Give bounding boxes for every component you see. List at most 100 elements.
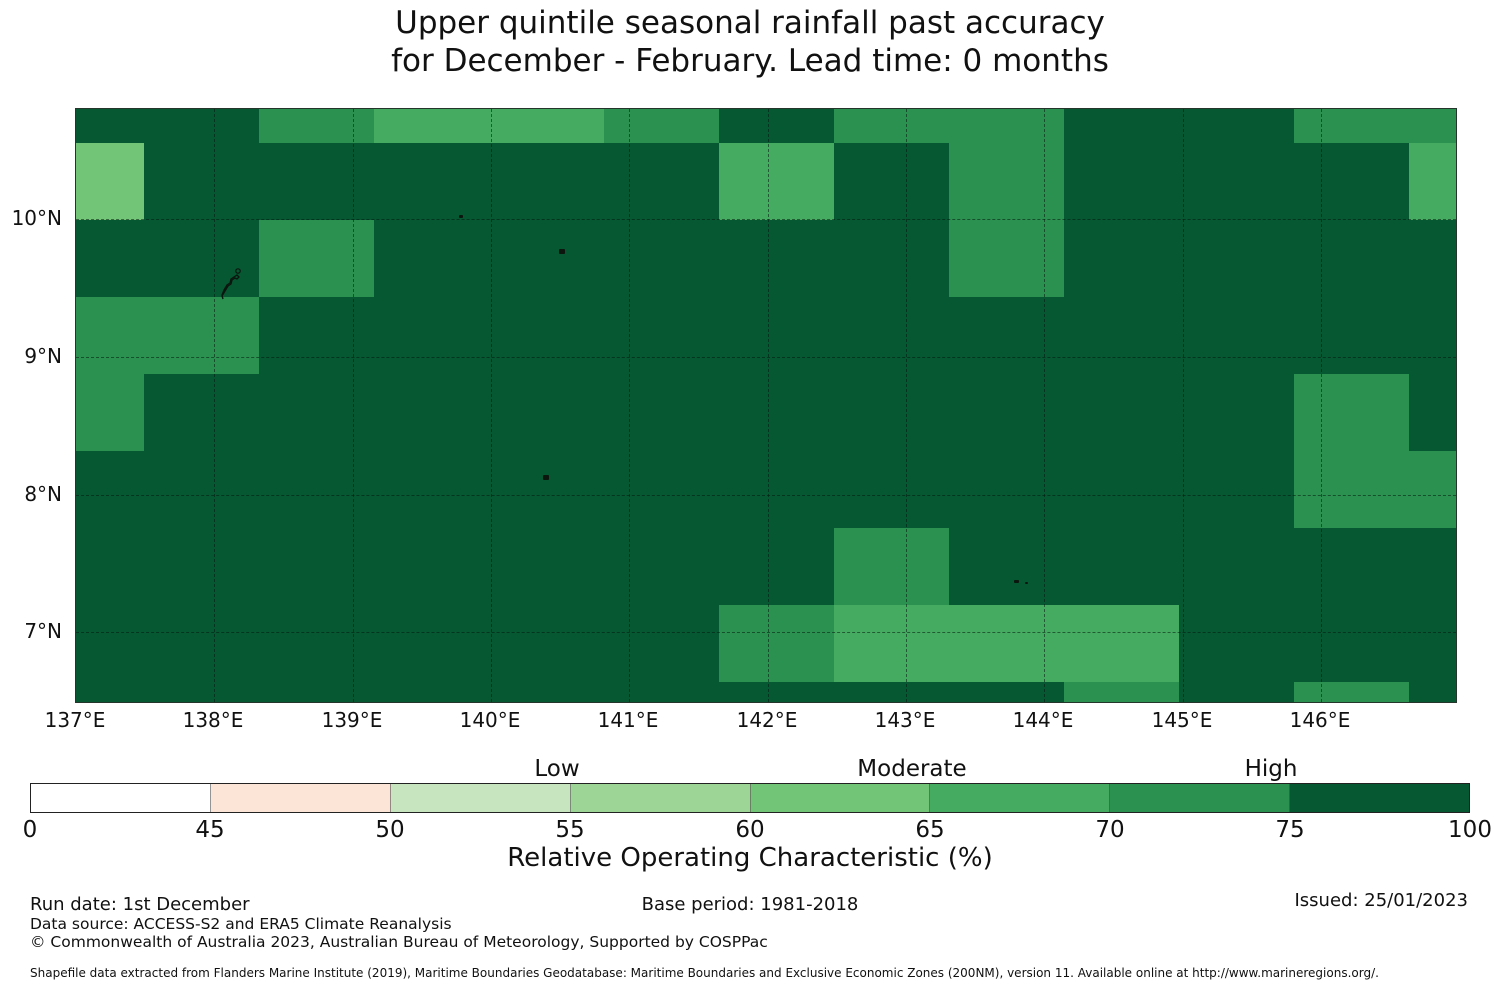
map-cell: [489, 528, 604, 605]
map-cell: [1409, 528, 1456, 605]
map-cell: [1179, 220, 1294, 297]
island-mark: [559, 249, 565, 254]
map-cell: [834, 143, 949, 220]
map-cell: [259, 451, 374, 528]
colorbar-category-label: High: [1244, 756, 1298, 782]
meridian-gridline: [353, 109, 354, 702]
meridian-gridline: [214, 109, 215, 702]
map-cell: [144, 297, 259, 374]
y-tick-label: 8°N: [24, 482, 62, 506]
colorbar-segment: [930, 784, 1111, 812]
parallel-gridline: [76, 495, 1456, 496]
colorbar-tick-label: 65: [915, 817, 945, 843]
map-cell: [949, 605, 1064, 682]
map-cell: [719, 682, 834, 702]
island-outline: [219, 266, 245, 305]
map-cell: [1294, 605, 1409, 682]
meridian-gridline: [491, 109, 492, 702]
map-cell: [1064, 297, 1179, 374]
map-cell: [1409, 109, 1456, 143]
island-mark: [543, 475, 549, 480]
map-cell: [1064, 143, 1179, 220]
map-cell: [949, 528, 1064, 605]
map-cell: [834, 297, 949, 374]
x-tick-label: 143°E: [874, 708, 936, 732]
map-cell: [1179, 682, 1294, 702]
map-cell: [719, 297, 834, 374]
map-cell: [144, 374, 259, 451]
colorbar-segment: [210, 784, 391, 812]
map-cell: [76, 220, 144, 297]
map-cell: [834, 109, 949, 143]
map-cell: [1409, 451, 1456, 528]
map-cell: [76, 297, 144, 374]
map-cell: [144, 109, 259, 143]
map-cell: [374, 297, 489, 374]
map-cell: [144, 605, 259, 682]
colorbar-tick-label: 45: [195, 817, 225, 843]
map-cell: [374, 109, 489, 143]
map-cell: [259, 220, 374, 297]
island-mark: [1025, 582, 1028, 584]
map-cell: [604, 297, 719, 374]
meridian-gridline: [629, 109, 630, 702]
map-cell: [1294, 528, 1409, 605]
map-cell: [1294, 682, 1409, 702]
map-cell: [1179, 528, 1294, 605]
parallel-gridline: [76, 632, 1456, 633]
map-cell: [76, 451, 144, 528]
map-cell: [1064, 451, 1179, 528]
map-cell: [1409, 682, 1456, 702]
map-cell: [489, 374, 604, 451]
map-cell: [76, 374, 144, 451]
map-cell: [259, 143, 374, 220]
meridian-gridline: [1044, 109, 1045, 702]
map-cell: [1409, 220, 1456, 297]
map-cell: [949, 143, 1064, 220]
map-cell: [1064, 374, 1179, 451]
x-tick-label: 139°E: [321, 708, 383, 732]
map-cell: [489, 109, 604, 143]
colorbar-tick-label: 50: [375, 817, 405, 843]
x-tick-label: 145°E: [1151, 708, 1213, 732]
map-cell: [489, 220, 604, 297]
colorbar-category-label: Low: [534, 756, 580, 782]
map-cell: [259, 374, 374, 451]
map-cell: [719, 109, 834, 143]
x-tick-label: 146°E: [1289, 708, 1351, 732]
map-cell: [144, 220, 259, 297]
map-cell: [76, 109, 144, 143]
x-tick-label: 137°E: [44, 708, 106, 732]
map-cell: [144, 451, 259, 528]
copyright-text: © Commonwealth of Australia 2023, Austra…: [30, 933, 768, 951]
map-cell: [374, 220, 489, 297]
map-cell: [259, 605, 374, 682]
map-cell: [76, 528, 144, 605]
map-cell: [374, 374, 489, 451]
data-source-text: Data source: ACCESS-S2 and ERA5 Climate …: [30, 915, 452, 933]
map-cell: [1409, 374, 1456, 451]
map-cell: [834, 451, 949, 528]
y-tick-label: 9°N: [24, 344, 62, 368]
colorbar-tick-label: 60: [735, 817, 765, 843]
y-tick-label: 7°N: [24, 619, 62, 643]
map-cell: [1179, 605, 1294, 682]
map-cell: [604, 451, 719, 528]
map-cell: [1064, 220, 1179, 297]
map-cell: [489, 451, 604, 528]
shapefile-credit-text: Shapefile data extracted from Flanders M…: [30, 966, 1379, 980]
map-cell: [489, 605, 604, 682]
map-cell: [144, 528, 259, 605]
chart-title: Upper quintile seasonal rainfall past ac…: [0, 4, 1500, 80]
x-tick-label: 144°E: [1012, 708, 1074, 732]
colorbar-tick-label: 100: [1448, 817, 1492, 843]
x-tick-label: 142°E: [736, 708, 798, 732]
map-cell: [144, 143, 259, 220]
map-cell: [259, 109, 374, 143]
base-period-text: Base period: 1981-2018: [641, 894, 859, 915]
chart-title-line1: Upper quintile seasonal rainfall past ac…: [395, 5, 1105, 41]
map-cell: [949, 297, 1064, 374]
map-cell: [1294, 451, 1409, 528]
colorbar-segment: [31, 784, 211, 812]
colorbar-category-label: Moderate: [857, 756, 967, 782]
